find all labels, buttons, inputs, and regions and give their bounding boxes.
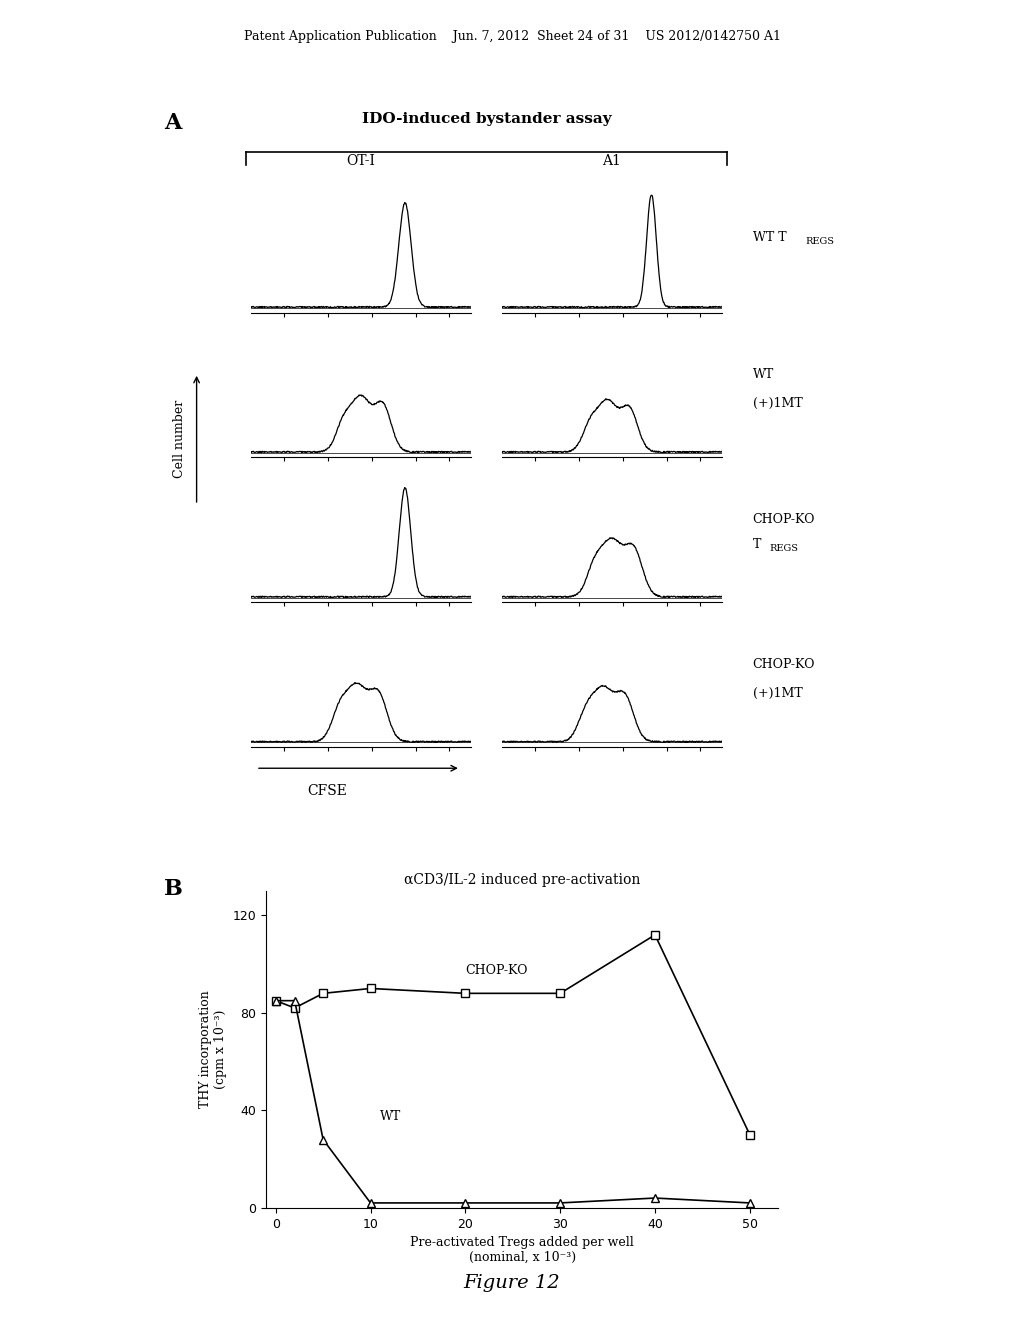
Text: B: B [164, 878, 182, 900]
Text: WT: WT [753, 368, 774, 381]
Text: T: T [753, 537, 761, 550]
Text: IDO-induced bystander assay: IDO-induced bystander assay [361, 112, 611, 127]
Text: Cell number: Cell number [173, 400, 185, 478]
Text: WT: WT [380, 1110, 401, 1123]
Text: CHOP-KO: CHOP-KO [753, 657, 815, 671]
X-axis label: Pre-activated Tregs added per well
(nominal, x 10⁻³): Pre-activated Tregs added per well (nomi… [411, 1236, 634, 1265]
Text: CHOP-KO: CHOP-KO [753, 512, 815, 525]
Text: Patent Application Publication    Jun. 7, 2012  Sheet 24 of 31    US 2012/014275: Patent Application Publication Jun. 7, 2… [244, 30, 780, 44]
Text: A1: A1 [602, 154, 622, 169]
Title: αCD3/IL-2 induced pre-activation: αCD3/IL-2 induced pre-activation [404, 873, 640, 887]
Text: WT T: WT T [753, 231, 786, 244]
Text: CFSE: CFSE [308, 784, 347, 799]
Text: Figure 12: Figure 12 [464, 1274, 560, 1292]
Text: OT-I: OT-I [346, 154, 376, 169]
Text: REGS: REGS [806, 236, 835, 246]
Text: CHOP-KO: CHOP-KO [465, 964, 527, 977]
Y-axis label: THY incorporation
(cpm x 10⁻³): THY incorporation (cpm x 10⁻³) [200, 990, 227, 1109]
Text: REGS: REGS [769, 544, 798, 553]
Text: (+)1MT: (+)1MT [753, 397, 803, 411]
Text: A: A [164, 112, 181, 135]
Text: (+)1MT: (+)1MT [753, 686, 803, 700]
